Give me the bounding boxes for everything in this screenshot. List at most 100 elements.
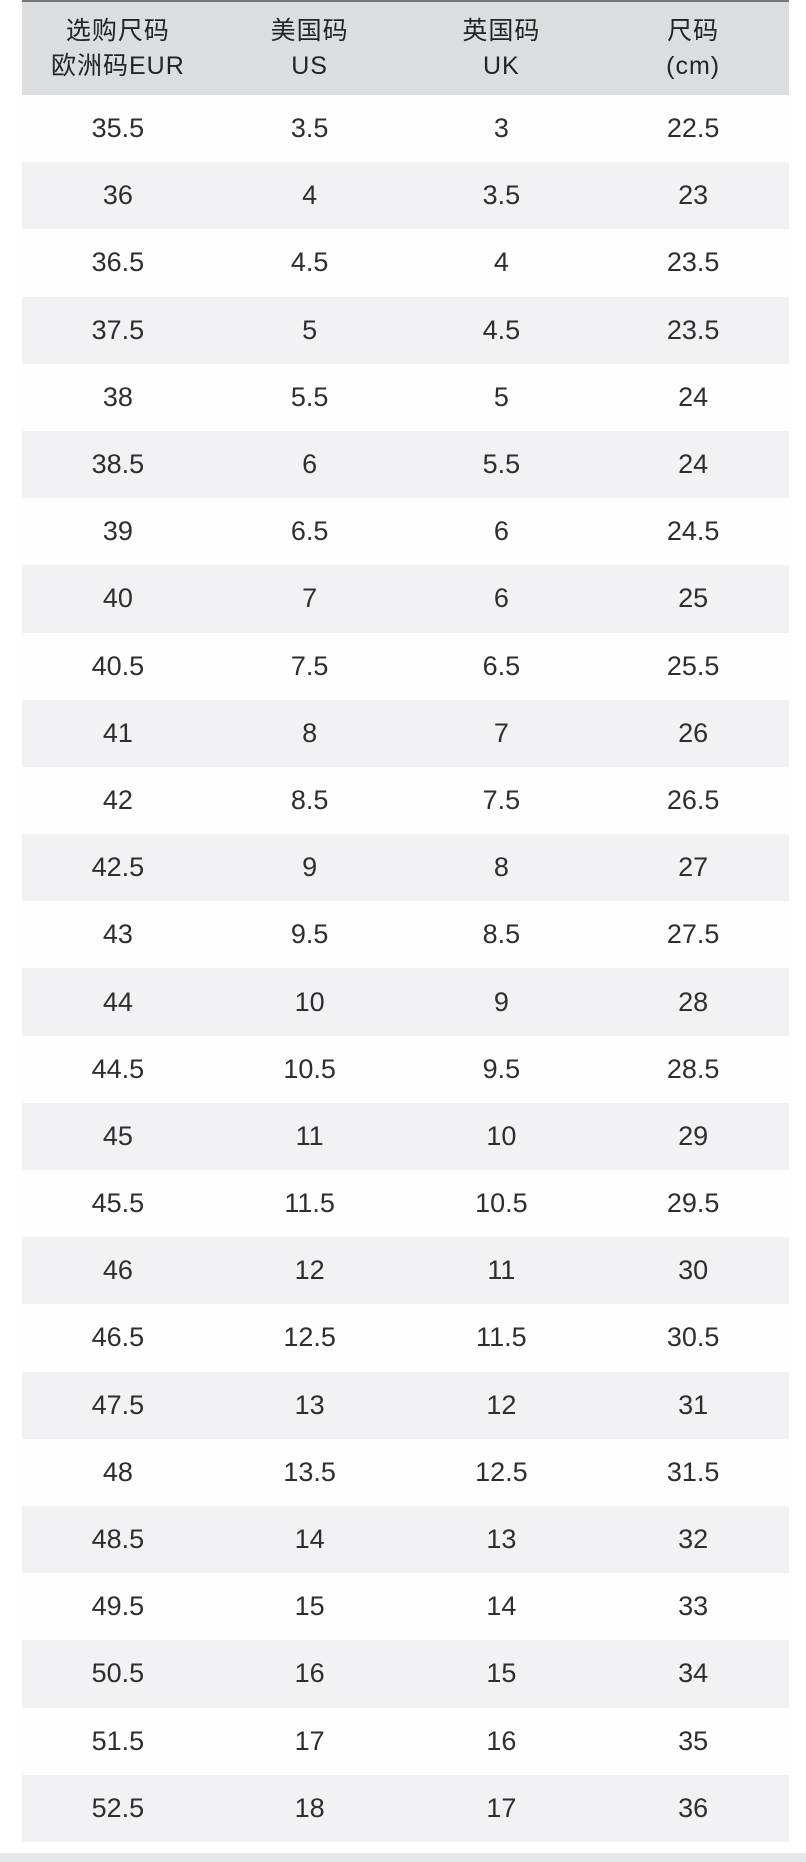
cell-eur: 42.5	[91, 852, 145, 883]
cell-uk: 6	[493, 516, 509, 547]
table-row: 37.5 5 4.5 23.5	[22, 296, 789, 364]
cell-uk: 15	[486, 1658, 517, 1689]
table-row: 48 13.5 12.5 31.5	[22, 1438, 789, 1506]
column-header-line1: 美国码	[270, 16, 349, 45]
cell-us: 12.5	[283, 1322, 336, 1353]
table-row: 42.5 9 8 27	[22, 834, 789, 902]
table-row: 48.5 14 13 32	[22, 1505, 789, 1574]
cell-cm: 27	[678, 852, 709, 883]
table-body: 35.5 3.5 3 22.5 36 4 3.5 23 36.5 4.5 4 23.5 37.5 5 4.5…	[22, 95, 789, 1842]
cell-eur: 52.5	[91, 1792, 145, 1823]
cell-us: 6	[302, 449, 318, 480]
cell-uk: 12.5	[475, 1456, 528, 1487]
cell-us: 7	[302, 583, 318, 614]
cell-us: 5.5	[290, 381, 329, 412]
cell-eur: 38	[102, 381, 133, 412]
table-row: 44.5 10.5 9.5 28.5	[22, 1035, 789, 1103]
cell-us: 18	[294, 1792, 325, 1823]
table-row: 40.5 7.5 6.5 25.5	[22, 632, 789, 700]
table-row: 36.5 4.5 4 23.5	[22, 229, 789, 297]
column-header-line1: 英国码	[462, 16, 541, 45]
cell-cm: 30	[678, 1255, 709, 1286]
cell-cm: 22.5	[666, 113, 720, 144]
cell-eur: 48.5	[91, 1524, 145, 1555]
cell-us: 8.5	[290, 784, 329, 815]
column-header-line1: 选购尺码	[65, 16, 170, 45]
cell-eur: 44.5	[91, 1053, 145, 1084]
column-header-line2: UK	[483, 51, 520, 80]
table-row: 42 8.5 7.5 26.5	[22, 766, 789, 835]
cell-uk: 5	[493, 381, 509, 412]
table-row: 52.5 18 17 36	[22, 1774, 789, 1842]
cell-uk: 4	[493, 247, 509, 278]
cell-uk: 7.5	[482, 784, 521, 815]
cell-us: 9	[302, 852, 318, 883]
cell-us: 6.5	[290, 516, 329, 547]
cell-uk: 12	[486, 1389, 517, 1420]
cell-us: 9.5	[290, 919, 329, 950]
cell-eur: 39	[102, 516, 133, 547]
cell-cm: 23.5	[666, 247, 720, 278]
cell-us: 4	[302, 180, 318, 211]
table-row: 36 4 3.5 23	[22, 162, 789, 230]
cell-cm: 27.5	[666, 919, 720, 950]
cell-us: 16	[294, 1658, 325, 1689]
cell-cm: 23	[678, 180, 709, 211]
table-row: 45 11 10 29	[22, 1102, 789, 1170]
cell-eur: 36.5	[91, 247, 145, 278]
size-conversion-table: 选购尺码 欧洲码EUR 美国码 US 英国码 UK 尺码 (cm) 35.5 3.5 3 22.5 3…	[22, 0, 789, 1842]
table-row: 40 7 6 25	[22, 565, 789, 633]
cell-cm: 23.5	[666, 314, 720, 345]
cell-us: 3.5	[290, 113, 329, 144]
cell-us: 11	[295, 1120, 324, 1151]
cell-uk: 13	[486, 1524, 517, 1555]
cell-cm: 34	[678, 1658, 709, 1689]
cell-eur: 47.5	[91, 1389, 145, 1420]
cell-uk: 8	[493, 852, 509, 883]
column-header-line2: (cm)	[666, 51, 721, 80]
cell-eur: 50.5	[91, 1658, 145, 1689]
cell-cm: 35	[678, 1725, 709, 1756]
cell-eur: 45.5	[91, 1188, 145, 1219]
cell-us: 10.5	[283, 1053, 336, 1084]
cell-uk: 5.5	[482, 449, 521, 480]
cell-eur: 41	[102, 717, 133, 748]
table-row: 46.5 12.5 11.5 30.5	[22, 1304, 789, 1372]
cell-uk: 11.5	[476, 1322, 527, 1353]
cell-uk: 17	[486, 1792, 517, 1823]
cell-us: 15	[294, 1591, 325, 1622]
cell-eur: 46	[102, 1255, 133, 1286]
table-row: 47.5 13 12 31	[22, 1371, 789, 1439]
cell-uk: 7	[493, 717, 509, 748]
cell-eur: 38.5	[91, 449, 145, 480]
cell-cm: 24	[678, 381, 709, 412]
table-row: 45.5 11.5 10.5 29.5	[22, 1170, 789, 1238]
cell-uk: 11	[487, 1255, 516, 1286]
cell-cm: 26.5	[666, 784, 720, 815]
cell-uk: 9.5	[482, 1053, 521, 1084]
cell-us: 14	[294, 1524, 325, 1555]
cell-cm: 29	[678, 1120, 709, 1151]
column-header-line1: 尺码	[667, 16, 720, 45]
cell-cm: 33	[678, 1591, 709, 1622]
cell-cm: 24	[678, 449, 709, 480]
cell-cm: 31	[678, 1389, 709, 1420]
cell-uk: 10.5	[475, 1188, 528, 1219]
cell-eur: 51.5	[91, 1725, 145, 1756]
cell-cm: 28.5	[666, 1053, 720, 1084]
cell-us: 7.5	[290, 650, 329, 681]
cell-us: 10	[294, 986, 325, 1017]
cell-cm: 31.5	[666, 1456, 720, 1487]
cell-cm: 29.5	[666, 1188, 720, 1219]
column-header-eur: 选购尺码 欧洲码EUR	[22, 2, 214, 95]
cell-uk: 4.5	[482, 314, 521, 345]
table-row: 43 9.5 8.5 27.5	[22, 901, 789, 969]
cell-eur: 46.5	[91, 1322, 145, 1353]
cell-us: 4.5	[290, 247, 329, 278]
table-row: 38.5 6 5.5 24	[22, 430, 789, 499]
cell-uk: 8.5	[482, 919, 521, 950]
column-header-uk: 英国码 UK	[406, 2, 598, 95]
cell-uk: 3.5	[482, 180, 521, 211]
cell-uk: 14	[486, 1591, 517, 1622]
table-header-row: 选购尺码 欧洲码EUR 美国码 US 英国码 UK 尺码 (cm)	[22, 2, 789, 95]
